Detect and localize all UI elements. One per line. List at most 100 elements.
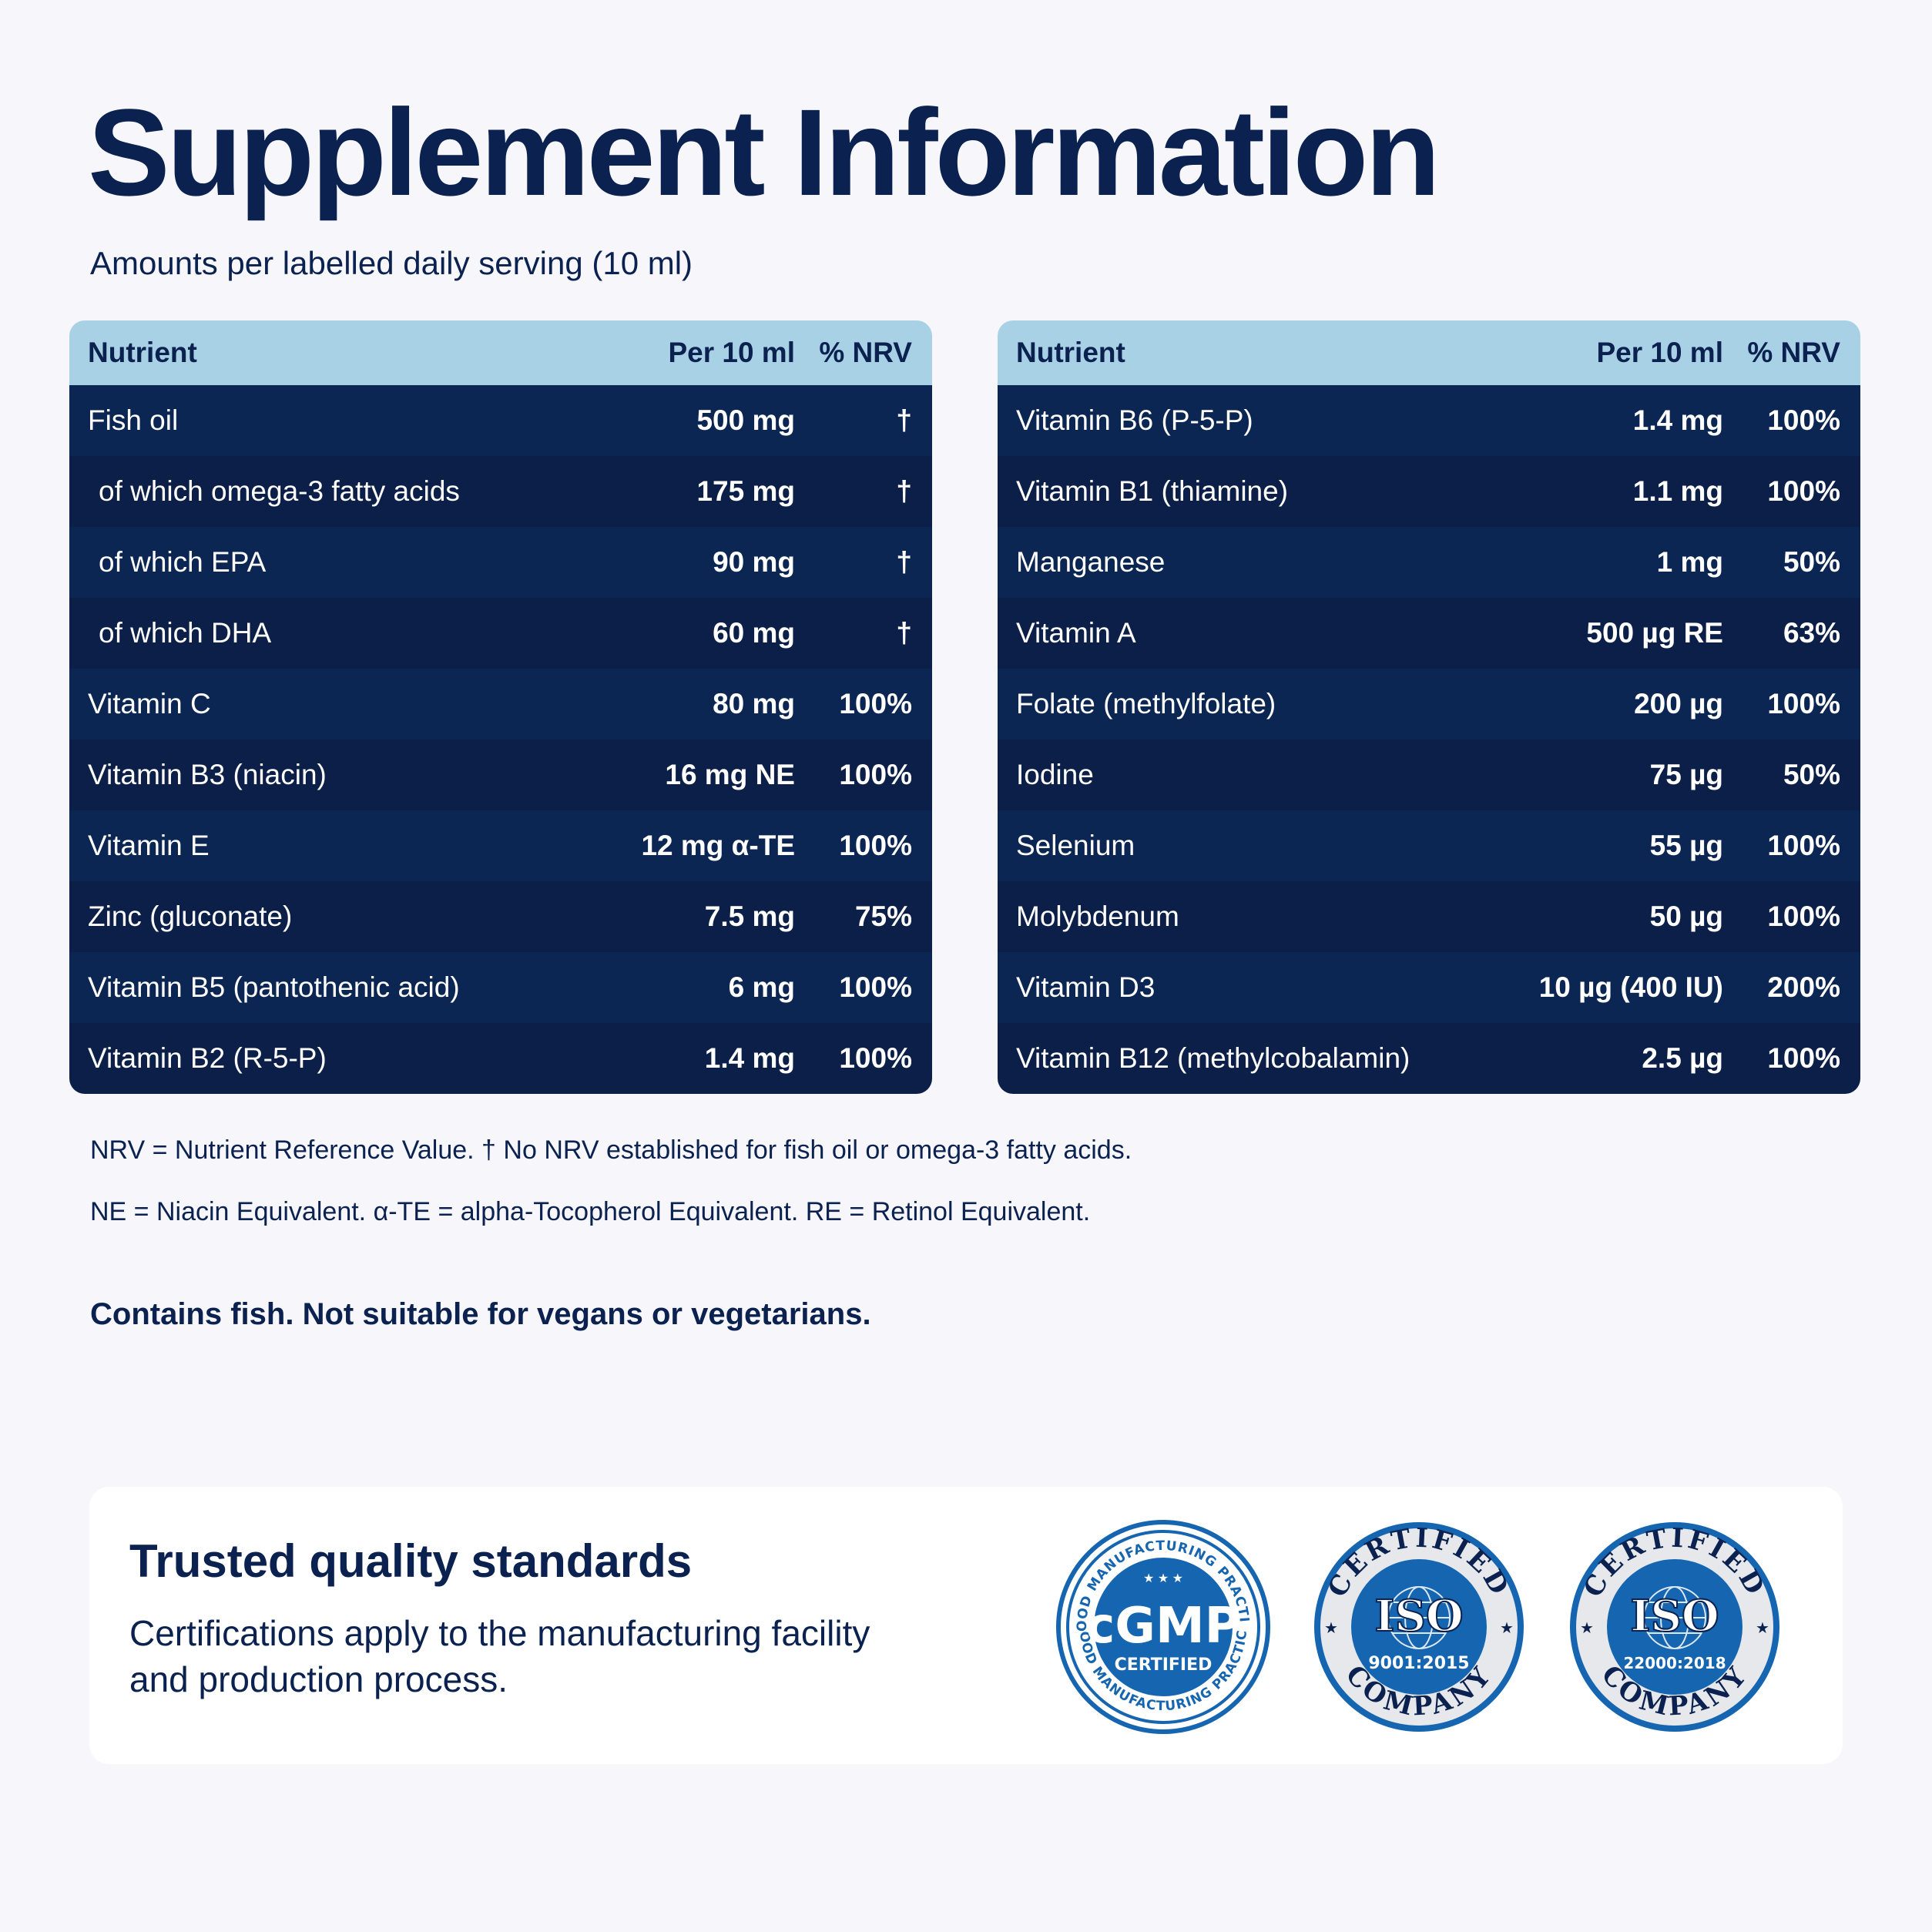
nutrient-name: Selenium bbox=[1016, 830, 1135, 861]
header-amount: Per 10 ml bbox=[1596, 337, 1723, 368]
nutrient-name: Vitamin B5 (pantothenic acid) bbox=[88, 971, 460, 1003]
nutrient-amount: 1.1 mg bbox=[1632, 475, 1723, 507]
table-row: Vitamin B6 (P-5-P) 1.4 mg 100% bbox=[998, 385, 1860, 456]
iso22000-code: 22000:2018 bbox=[1623, 1654, 1726, 1672]
table-row: Vitamin A 500 µg RE 63% bbox=[998, 598, 1860, 669]
nutrient-name: Molybdenum bbox=[1016, 901, 1179, 932]
iso-22000-badge-icon: CERTIFIED COMPANY ★ ★ ISO 22000:2018 bbox=[1570, 1522, 1779, 1732]
iso22000-main-text: ISO bbox=[1630, 1591, 1719, 1642]
nutrient-nrv: 100% bbox=[839, 688, 912, 719]
star-icon: ★ bbox=[1324, 1620, 1338, 1637]
page-subtitle: Amounts per labelled daily serving (10 m… bbox=[90, 245, 693, 281]
nutrient-nrv: 100% bbox=[1767, 830, 1840, 861]
nutrient-amount: 1 mg bbox=[1656, 546, 1723, 578]
table-row: Vitamin B2 (R-5-P) 1.4 mg 100% bbox=[69, 1023, 932, 1094]
quality-title: Trusted quality standards bbox=[129, 1535, 693, 1587]
nutrient-nrv: 100% bbox=[839, 971, 912, 1003]
table-row: Vitamin D3 10 µg (400 IU) 200% bbox=[998, 952, 1860, 1023]
nutrient-nrv: 63% bbox=[1783, 617, 1840, 649]
table-row: Vitamin E 12 mg α-TE 100% bbox=[69, 810, 932, 881]
nutrient-amount: 50 µg bbox=[1649, 901, 1723, 932]
nutrient-amount: 90 mg bbox=[713, 546, 795, 578]
nutrient-nrv: † bbox=[896, 475, 912, 507]
nutrient-amount: 80 mg bbox=[713, 688, 795, 719]
nutrient-nrv: 50% bbox=[1783, 546, 1840, 578]
nutrient-amount: 6 mg bbox=[728, 971, 795, 1003]
table-row: of which omega-3 fatty acids 175 mg † bbox=[69, 456, 932, 527]
table-row: Selenium 55 µg 100% bbox=[998, 810, 1860, 881]
star-icon: ★ bbox=[1580, 1620, 1594, 1637]
nutrient-amount: 7.5 mg bbox=[704, 901, 795, 932]
nutrient-name: Manganese bbox=[1016, 546, 1166, 578]
nutrient-name: Vitamin E bbox=[88, 830, 210, 861]
nutrient-nrv: † bbox=[896, 617, 912, 649]
table-row: Vitamin C 80 mg 100% bbox=[69, 669, 932, 740]
nutrient-name: Iodine bbox=[1016, 759, 1094, 790]
nutrient-amount: 55 µg bbox=[1649, 830, 1723, 861]
table-row: Vitamin B5 (pantothenic acid) 6 mg 100% bbox=[69, 952, 932, 1023]
nutrient-name: of which EPA bbox=[99, 546, 267, 578]
nutrient-nrv: 200% bbox=[1767, 971, 1840, 1003]
nutrient-name: Fish oil bbox=[88, 404, 179, 436]
nutrient-name: Vitamin B1 (thiamine) bbox=[1016, 475, 1289, 507]
footnote-nrv: NRV = Nutrient Reference Value. † No NRV… bbox=[90, 1135, 1132, 1165]
table-row: Folate (methylfolate) 200 µg 100% bbox=[998, 669, 1860, 740]
nutrient-name: Vitamin B3 (niacin) bbox=[88, 759, 327, 790]
table-row: Molybdenum 50 µg 100% bbox=[998, 881, 1860, 952]
quality-standards-card: Trusted quality standards Certifications… bbox=[89, 1487, 1843, 1764]
nutrient-table-left: Nutrient Per 10 ml % NRV Fish oil 500 mg †… bbox=[69, 320, 932, 1094]
nutrient-nrv: † bbox=[896, 404, 912, 436]
table-body: Vitamin B6 (P-5-P) 1.4 mg 100% Vitamin B1 … bbox=[998, 385, 1860, 1094]
nutrient-amount: 175 mg bbox=[696, 475, 795, 507]
page-title: Supplement Information bbox=[88, 83, 1441, 221]
header-amount: Per 10 ml bbox=[668, 337, 795, 368]
header-nutrient: Nutrient bbox=[88, 337, 197, 368]
iso-9001-badge-icon: CERTIFIED COMPANY ★ ★ ISO 9001:2015 bbox=[1314, 1522, 1524, 1732]
nutrient-nrv: 100% bbox=[839, 830, 912, 861]
table-header: Nutrient Per 10 ml % NRV bbox=[998, 320, 1860, 385]
nutrient-amount: 1.4 mg bbox=[1632, 404, 1723, 436]
cgmp-badge-icon: GOOD MANUFACTURING PRACTICE GOOD MANUFAC… bbox=[1055, 1519, 1270, 1734]
iso9001-code: 9001:2015 bbox=[1368, 1654, 1469, 1673]
nutrient-nrv: † bbox=[896, 546, 912, 578]
nutrient-name: Vitamin B6 (P-5-P) bbox=[1016, 404, 1253, 436]
nutrient-nrv: 100% bbox=[1767, 1042, 1840, 1074]
table-row: Zinc (gluconate) 7.5 mg 75% bbox=[69, 881, 932, 952]
nutrient-amount: 200 µg bbox=[1634, 688, 1723, 719]
table-row: Vitamin B3 (niacin) 16 mg NE 100% bbox=[69, 740, 932, 810]
nutrient-amount: 16 mg NE bbox=[665, 759, 795, 790]
nutrient-amount: 2.5 µg bbox=[1642, 1042, 1723, 1074]
nutrient-amount: 60 mg bbox=[713, 617, 795, 649]
star-icon: ★ bbox=[1500, 1620, 1514, 1637]
nutrient-nrv: 100% bbox=[839, 759, 912, 790]
nutrient-amount: 75 µg bbox=[1649, 759, 1723, 790]
nutrient-amount: 1.4 mg bbox=[704, 1042, 795, 1074]
nutrient-amount: 500 mg bbox=[696, 404, 795, 436]
cgmp-sub-text: CERTIFIED bbox=[1115, 1655, 1213, 1675]
nutrient-nrv: 100% bbox=[1767, 475, 1840, 507]
nutrient-name: Vitamin B2 (R-5-P) bbox=[88, 1042, 327, 1074]
nutrient-name: Vitamin C bbox=[88, 688, 211, 719]
footnote-abbreviations: NE = Niacin Equivalent. α-TE = alpha-Toc… bbox=[90, 1197, 1091, 1226]
globe-icon bbox=[1387, 1586, 1451, 1649]
quality-description: Certifications apply to the manufacturin… bbox=[129, 1613, 870, 1699]
table-row: Fish oil 500 mg † bbox=[69, 385, 932, 456]
nutrient-table-right: Nutrient Per 10 ml % NRV Vitamin B6 (P-5… bbox=[998, 320, 1860, 1094]
star-icon: ★ ★ ★ bbox=[1143, 1572, 1183, 1585]
header-nrv: % NRV bbox=[1747, 337, 1840, 368]
nutrient-name: Vitamin D3 bbox=[1016, 971, 1156, 1003]
table-row: Vitamin B1 (thiamine) 1.1 mg 100% bbox=[998, 456, 1860, 527]
table-row: Iodine 75 µg 50% bbox=[998, 740, 1860, 810]
nutrient-nrv: 50% bbox=[1783, 759, 1840, 790]
nutrient-name: of which omega-3 fatty acids bbox=[99, 475, 460, 507]
star-icon: ★ bbox=[1756, 1620, 1769, 1637]
nutrient-nrv: 75% bbox=[854, 901, 912, 932]
nutrient-nrv: 100% bbox=[1767, 901, 1840, 932]
table-row: Manganese 1 mg 50% bbox=[998, 527, 1860, 598]
cgmp-main-text: cGMP bbox=[1085, 1598, 1240, 1655]
nutrient-name: Vitamin B12 (methylcobalamin) bbox=[1016, 1042, 1410, 1074]
nutrient-amount: 10 µg (400 IU) bbox=[1538, 971, 1723, 1003]
nutrient-nrv: 100% bbox=[1767, 404, 1840, 436]
allergen-warning: Contains fish. Not suitable for vegans o… bbox=[90, 1297, 871, 1331]
header-nutrient: Nutrient bbox=[1016, 337, 1125, 368]
